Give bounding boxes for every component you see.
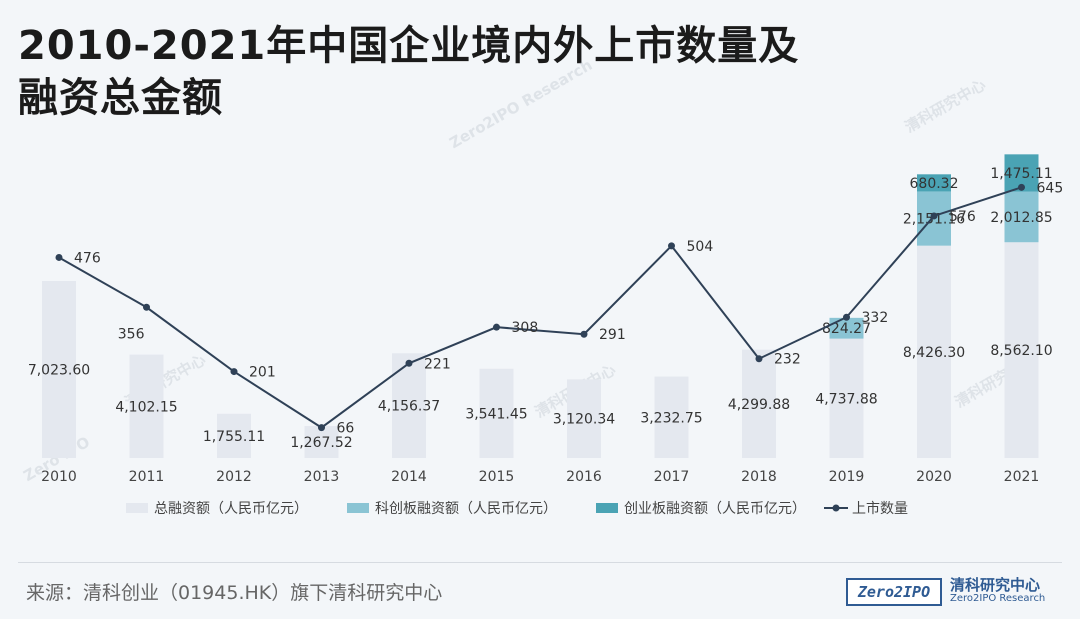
bar-total-label: 7,023.60 [28,363,90,379]
bar-total [304,426,339,458]
chart-title-line2: 融资总金额 [18,75,223,121]
line-point-label: 232 [774,352,801,368]
legend-label: 创业板融资额（人民币亿元） [624,501,806,517]
line-point [930,212,938,220]
x-tick-label: 2015 [479,469,515,485]
line-point [405,359,413,367]
legend-label: 总融资额（人民币亿元） [154,501,308,517]
logo-en-text: Zero2IPO Research [950,593,1046,604]
line-series [58,186,1022,429]
bar-total-label: 4,102.15 [115,399,177,415]
bar-total [479,368,514,458]
line-point-label: 476 [74,250,101,266]
bar-star-label: 824.27 [822,321,871,337]
x-tick-label: 2011 [129,469,165,485]
line-point [318,424,325,432]
x-tick-label: 2014 [391,469,427,485]
line-point-label: 504 [687,239,714,255]
bar-gem [917,174,951,192]
bar-star [829,317,864,339]
line-point [55,253,63,261]
bar-star-label: 2,012.85 [990,210,1052,226]
legend-label: 科创板融资额（人民币亿元） [375,501,557,517]
x-tick-label: 2013 [304,469,340,485]
line-point-label: 291 [599,327,626,343]
x-tick-label: 2016 [566,469,602,485]
bar-total [917,245,951,458]
line-point-label: 308 [512,320,539,336]
chart-area: 7,023.60 2010 4,102.15 2011 1,755.11 2012 1,26… [28,154,1064,517]
bar-total [567,379,601,458]
bar-total-label: 8,426.30 [903,345,965,361]
bar-total [217,413,251,458]
bar-total [1004,242,1039,458]
line-point-label: 576 [949,209,976,225]
x-tick-label: 2010 [41,469,77,485]
footer-divider [18,562,1062,563]
bar-total-label: 1,267.52 [290,435,352,451]
line-point [1018,183,1025,191]
bar-gem-label: 680.32 [910,176,959,192]
line-point [143,303,150,311]
source-note: 来源：清科创业（01945.HK）旗下清科研究中心 [26,582,443,604]
x-tick-label: 2021 [1004,469,1040,485]
x-tick-label: 2018 [741,469,777,485]
bar-total [654,376,689,458]
x-tick-label: 2012 [216,469,252,485]
legend-swatch-dot [832,504,840,512]
bar-total-label: 4,737.88 [815,391,877,407]
logo-cn-text: 清科研究中心 [950,576,1041,594]
line-point [493,323,500,331]
bar-total [129,354,164,458]
line-point-label: 356 [118,326,145,342]
line-point-label: 221 [424,356,451,372]
bar-total-label: 3,232.75 [640,410,702,426]
bar-total [42,281,76,458]
legend-label: 上市数量 [852,500,908,517]
bar-total [829,338,864,458]
line-point [668,242,675,250]
bar-total-label: 8,562.10 [990,343,1052,359]
bar-total [742,349,776,458]
line-point [843,313,850,321]
line-point-label: 201 [249,365,276,381]
bar-star-label: 2,151.16 [903,212,965,228]
line-point-label: 645 [1037,180,1064,196]
x-tick-label: 2017 [654,469,690,485]
bar-gem-label: 1,475.11 [990,166,1052,182]
x-tick-label: 2019 [829,469,865,485]
legend-swatch [126,503,148,513]
line-point-label: 66 [337,421,355,437]
bar-total-label: 4,299.88 [728,397,790,413]
bar-total-label: 1,755.11 [203,429,265,445]
bar-total-label: 4,156.37 [378,399,440,415]
chart-title: 2010-2021年中国企业境内外上市数量及 融资总金额 [18,20,799,124]
bar-total-label: 3,541.45 [465,406,527,422]
line-point [755,355,763,363]
x-tick-label: 2020 [916,469,952,485]
legend-swatch [596,503,618,513]
line-point [230,368,238,376]
bar-star [1004,191,1039,243]
zero2ipo-logo: Zero2IPO [846,578,942,606]
legend-swatch [347,503,369,513]
bar-total-label: 3,120.34 [553,412,615,428]
line-point [580,330,588,338]
chart-title-line1: 2010-2021年中国企业境内外上市数量及 [18,23,800,69]
line-point-label: 332 [862,310,889,326]
